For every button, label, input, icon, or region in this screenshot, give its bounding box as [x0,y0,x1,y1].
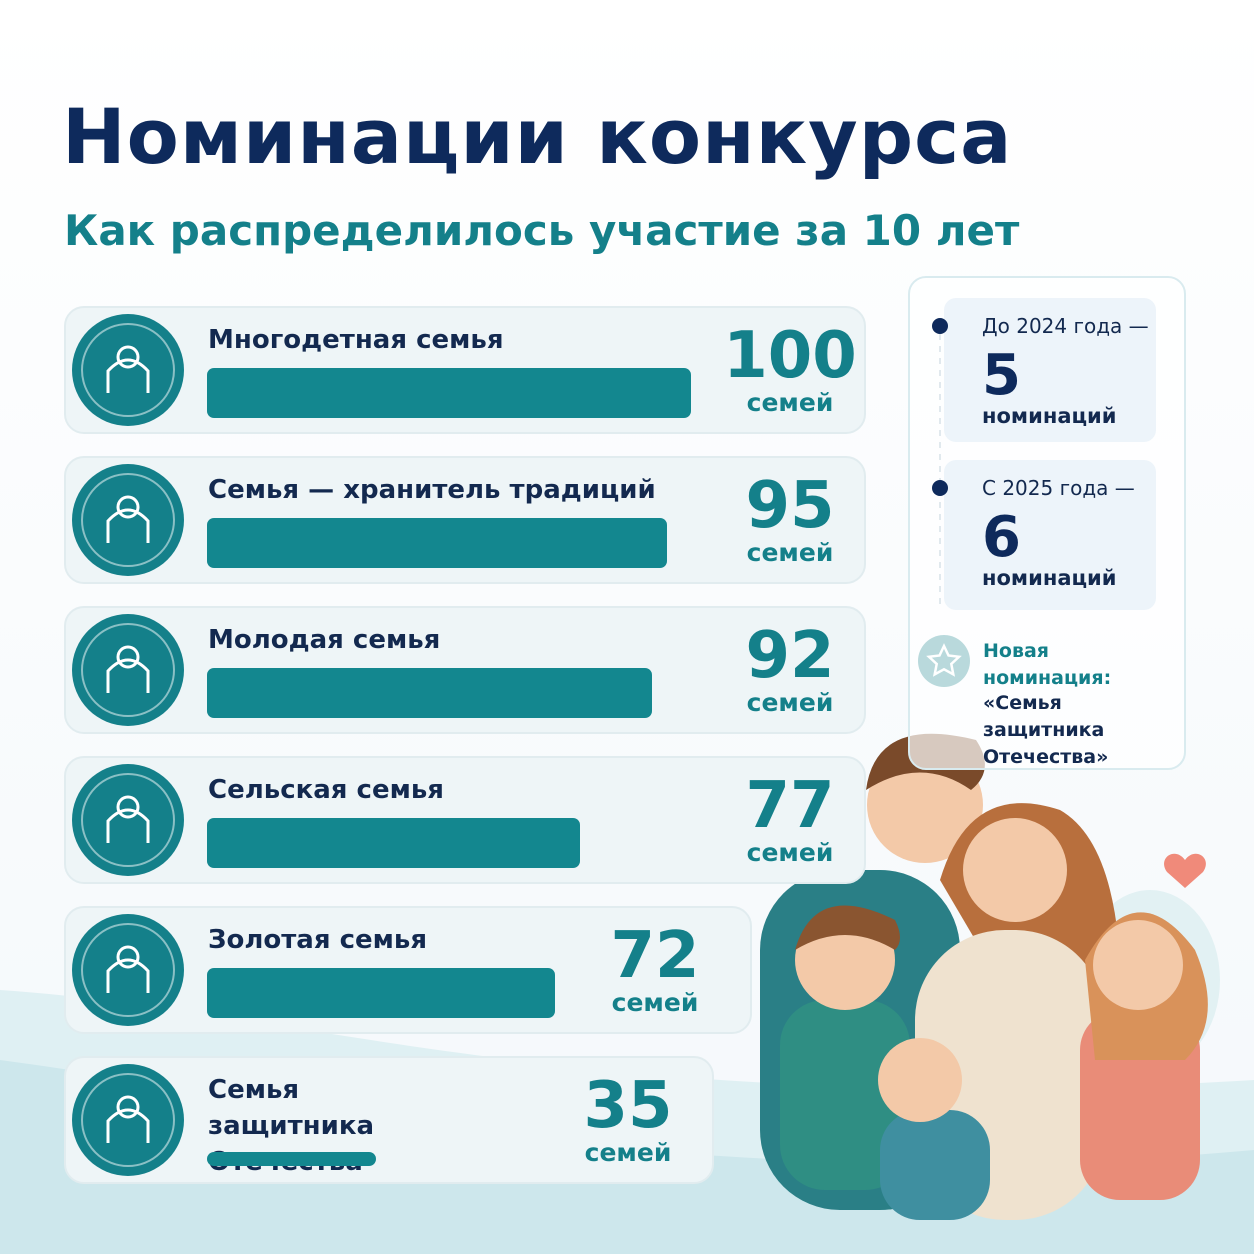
new-nomination-name: «Семья защитника Отечества» [983,692,1109,768]
icon [72,914,184,1026]
icon [72,614,184,726]
value-label: 95 [745,469,835,543]
family-illustration [760,733,1220,1220]
timeline-dot [932,480,948,496]
value-unit: семей [611,988,699,1017]
value-unit: семей [746,838,834,867]
value-label: 35 [583,1069,673,1143]
category-label: Золотая семья [208,925,428,955]
icon [72,314,184,426]
bar [207,968,556,1018]
value-unit: семей [746,388,834,417]
count: 5 [982,343,1021,408]
category-label: Многодетная семья [208,325,504,355]
count-label: номинаций [982,566,1117,590]
title: Номинации конкурса [62,92,1013,181]
new-nomination-heading: Новая номинация: [983,640,1112,689]
icon [72,1064,184,1176]
value-unit: семей [584,1138,672,1167]
value-label: 72 [610,919,700,993]
category-label: Сельская семья [208,775,444,805]
category-label: Молодая семья [208,625,441,655]
value-unit: семей [746,538,834,567]
count: 6 [982,505,1021,570]
subtitle: Как распределилось участие за 10 лет [64,206,1020,255]
value-label: 77 [745,769,835,843]
period: С 2025 года — [982,476,1135,500]
value-label: 100 [723,319,857,393]
icon [72,764,184,876]
category-label: Семья — хранитель традиций [208,475,656,505]
value-unit: семей [746,688,834,717]
bar [207,518,667,568]
bar [207,1152,377,1166]
count-label: номинаций [982,404,1117,428]
icon [72,464,184,576]
bar [207,368,691,418]
timeline-entry [944,460,1156,610]
bar [207,818,580,868]
timeline-dot [932,318,948,334]
bar [207,668,653,718]
value-label: 92 [745,619,835,693]
timeline-entry [944,298,1156,442]
period: До 2024 года — [982,314,1149,338]
